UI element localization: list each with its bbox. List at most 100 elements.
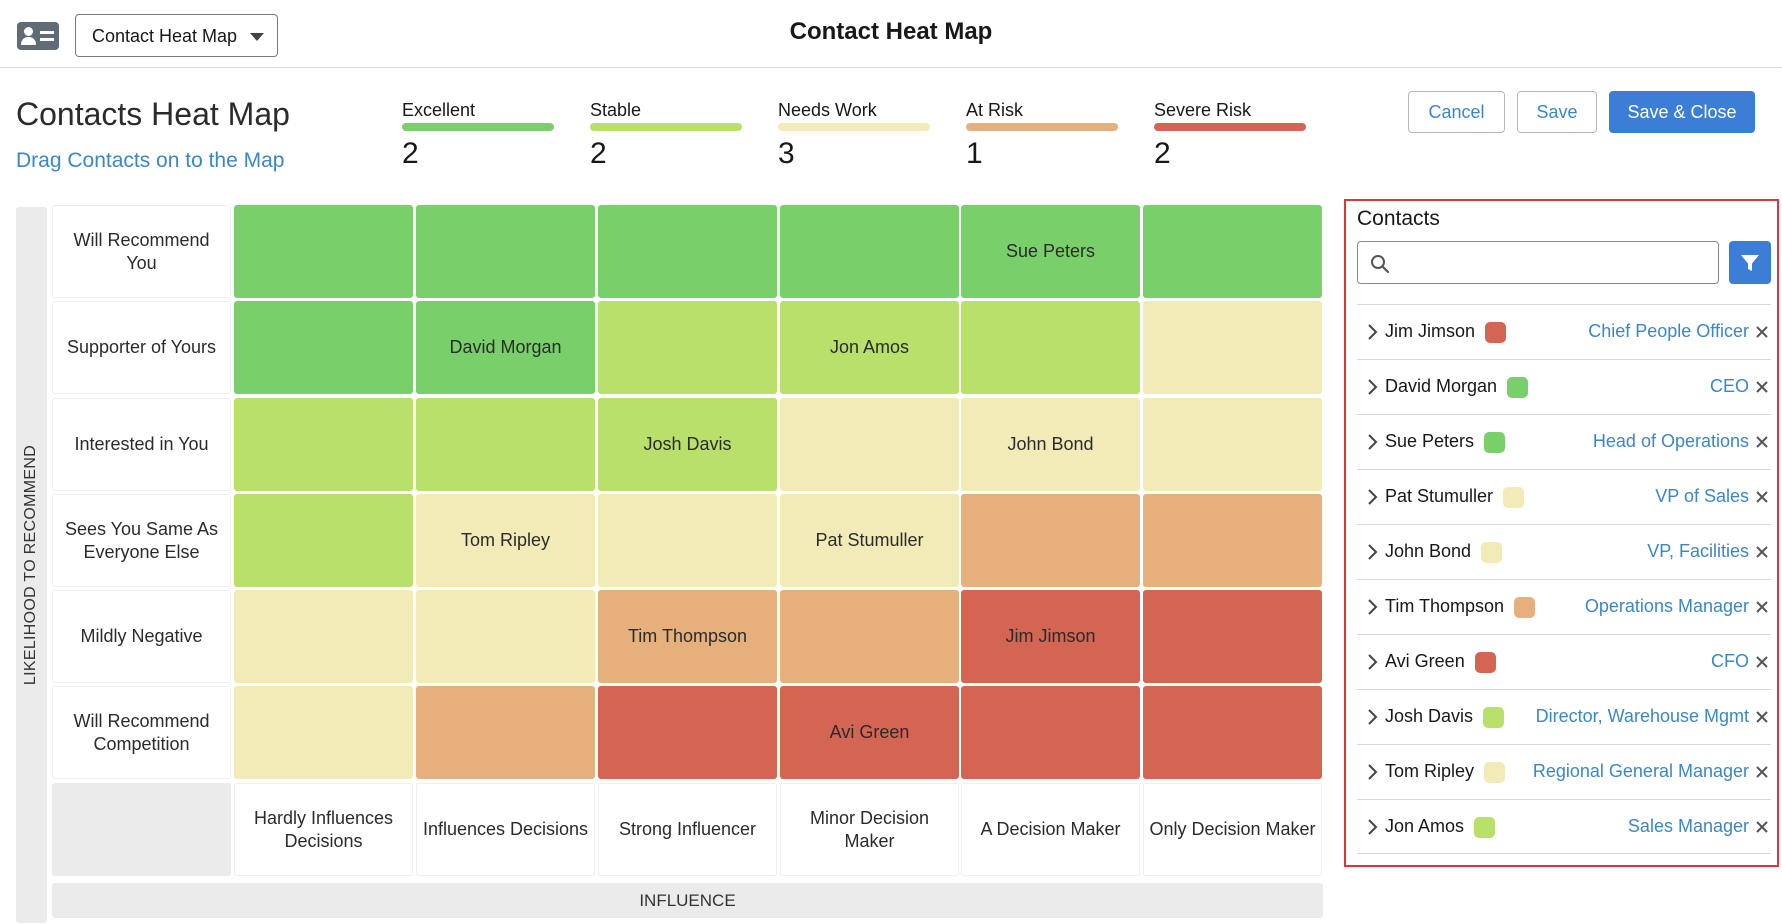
heat-map-cell[interactable] [598, 686, 777, 779]
heat-map-cell[interactable] [416, 205, 595, 298]
contact-row[interactable]: Tom Ripley Regional General Manager [1357, 744, 1771, 799]
heat-map-cell[interactable] [416, 686, 595, 779]
heat-map-cell[interactable] [780, 590, 959, 683]
cancel-button[interactable]: Cancel [1408, 91, 1505, 133]
contact-row[interactable]: Tim Thompson Operations Manager [1357, 579, 1771, 634]
heat-map-cell[interactable]: Sue Peters [961, 205, 1140, 298]
heat-map-cell[interactable] [234, 494, 413, 587]
chevron-right-icon[interactable] [1365, 653, 1379, 671]
heat-map-cell[interactable]: David Morgan [416, 301, 595, 394]
save-button[interactable]: Save [1517, 91, 1597, 133]
close-icon[interactable] [1755, 545, 1769, 559]
search-icon [1371, 255, 1390, 274]
heat-map-cell[interactable] [234, 590, 413, 683]
view-selector-value: Contact Heat Map [92, 26, 238, 46]
heat-map-cell[interactable]: Pat Stumuller [780, 494, 959, 587]
placed-contact[interactable]: Avi Green [829, 722, 910, 742]
placed-contact[interactable]: David Morgan [449, 337, 562, 357]
heat-map-cell[interactable]: Tom Ripley [416, 494, 595, 587]
contact-role-link[interactable]: CFO [1711, 651, 1749, 671]
chevron-right-icon[interactable] [1365, 378, 1379, 396]
close-icon[interactable] [1755, 820, 1769, 834]
contact-row[interactable]: Pat Stumuller VP of Sales [1357, 469, 1771, 524]
close-icon[interactable] [1755, 435, 1769, 449]
filter-button[interactable] [1729, 241, 1771, 284]
close-icon[interactable] [1755, 655, 1769, 669]
contact-row[interactable]: Josh Davis Director, Warehouse Mgmt [1357, 689, 1771, 744]
placed-contact[interactable]: Tim Thompson [627, 626, 748, 646]
placed-contact[interactable]: Sue Peters [1005, 241, 1096, 261]
contact-row[interactable]: David Morgan CEO [1357, 359, 1771, 414]
contact-role-link[interactable]: Head of Operations [1592, 431, 1749, 451]
contact-row[interactable]: Jim Jimson Chief People Officer [1357, 304, 1771, 359]
heat-map-cell[interactable] [1143, 205, 1322, 298]
heat-map-cell[interactable]: Avi Green [780, 686, 959, 779]
contact-row[interactable]: Jon Amos Sales Manager [1357, 799, 1771, 854]
heat-map-cell[interactable] [961, 301, 1140, 394]
close-icon[interactable] [1755, 325, 1769, 339]
contact-role-link[interactable]: Chief People Officer [1588, 321, 1749, 341]
view-selector[interactable]: Contact Heat Map [75, 14, 278, 57]
heat-map-cell[interactable] [416, 590, 595, 683]
close-icon[interactable] [1755, 765, 1769, 779]
save-close-button[interactable]: Save & Close [1609, 91, 1755, 133]
contact-role-link[interactable]: VP, Facilities [1647, 541, 1749, 561]
contact-row[interactable]: Avi Green CFO [1357, 634, 1771, 689]
heat-map-cell[interactable] [598, 301, 777, 394]
heat-map-cell[interactable]: John Bond [961, 398, 1140, 491]
placed-contact[interactable]: Tom Ripley [460, 530, 551, 550]
column-label: Minor Decision Maker [780, 783, 959, 876]
heat-map-cell[interactable] [598, 494, 777, 587]
heat-map-cell[interactable]: Jim Jimson [961, 590, 1140, 683]
close-icon[interactable] [1755, 490, 1769, 504]
heat-map-cell[interactable] [961, 494, 1140, 587]
contact-row[interactable]: Sue Peters Head of Operations [1357, 414, 1771, 469]
chevron-right-icon[interactable] [1365, 708, 1379, 726]
placed-contact[interactable]: Pat Stumuller [815, 530, 924, 550]
heat-map-cell[interactable] [1143, 398, 1322, 491]
heat-map-cell[interactable] [1143, 301, 1322, 394]
chevron-right-icon[interactable] [1365, 763, 1379, 781]
legend-label: Needs Work [778, 100, 877, 120]
close-icon[interactable] [1755, 380, 1769, 394]
contact-role-link[interactable]: Sales Manager [1627, 816, 1749, 836]
chevron-right-icon[interactable] [1365, 543, 1379, 561]
contact-role-link[interactable]: VP of Sales [1655, 486, 1749, 506]
heat-map-cell[interactable]: Josh Davis [598, 398, 777, 491]
chevron-right-icon[interactable] [1365, 433, 1379, 451]
placed-contact[interactable]: Jim Jimson [1005, 626, 1096, 646]
contact-name: Tom Ripley [1385, 761, 1475, 781]
chevron-right-icon[interactable] [1365, 488, 1379, 506]
search-input[interactable] [1398, 248, 1708, 278]
contact-role-link[interactable]: Director, Warehouse Mgmt [1535, 706, 1749, 726]
close-icon[interactable] [1755, 710, 1769, 724]
contact-row[interactable]: John Bond VP, Facilities [1357, 524, 1771, 579]
heat-map-cell[interactable] [234, 205, 413, 298]
heat-map-cell[interactable] [234, 301, 413, 394]
heat-map-cell[interactable] [961, 686, 1140, 779]
heat-map-cell[interactable] [780, 205, 959, 298]
heat-map-cell[interactable] [234, 686, 413, 779]
heat-map-cell[interactable]: Tim Thompson [598, 590, 777, 683]
heat-map-cell[interactable] [234, 398, 413, 491]
chevron-right-icon[interactable] [1365, 818, 1379, 836]
contact-search[interactable] [1357, 241, 1719, 284]
placed-contact[interactable]: Josh Davis [643, 434, 732, 454]
chevron-right-icon[interactable] [1365, 323, 1379, 341]
heat-map-cell[interactable] [598, 205, 777, 298]
chevron-right-icon[interactable] [1365, 598, 1379, 616]
placed-contact[interactable]: Jon Amos [829, 337, 910, 357]
heat-map-cell[interactable] [416, 398, 595, 491]
heat-map-cell[interactable] [1143, 494, 1322, 587]
contact-role-link[interactable]: Regional General Manager [1532, 761, 1749, 781]
contact-role-link[interactable]: Operations Manager [1584, 596, 1749, 616]
heat-map-cell[interactable] [780, 398, 959, 491]
status-badge [1503, 487, 1524, 508]
heat-map-cell[interactable] [1143, 686, 1322, 779]
contact-role-link[interactable]: CEO [1709, 376, 1749, 396]
row-label: Will Recommend You [52, 205, 231, 298]
heat-map-cell[interactable] [1143, 590, 1322, 683]
placed-contact[interactable]: John Bond [1007, 434, 1094, 454]
heat-map-cell[interactable]: Jon Amos [780, 301, 959, 394]
close-icon[interactable] [1755, 600, 1769, 614]
